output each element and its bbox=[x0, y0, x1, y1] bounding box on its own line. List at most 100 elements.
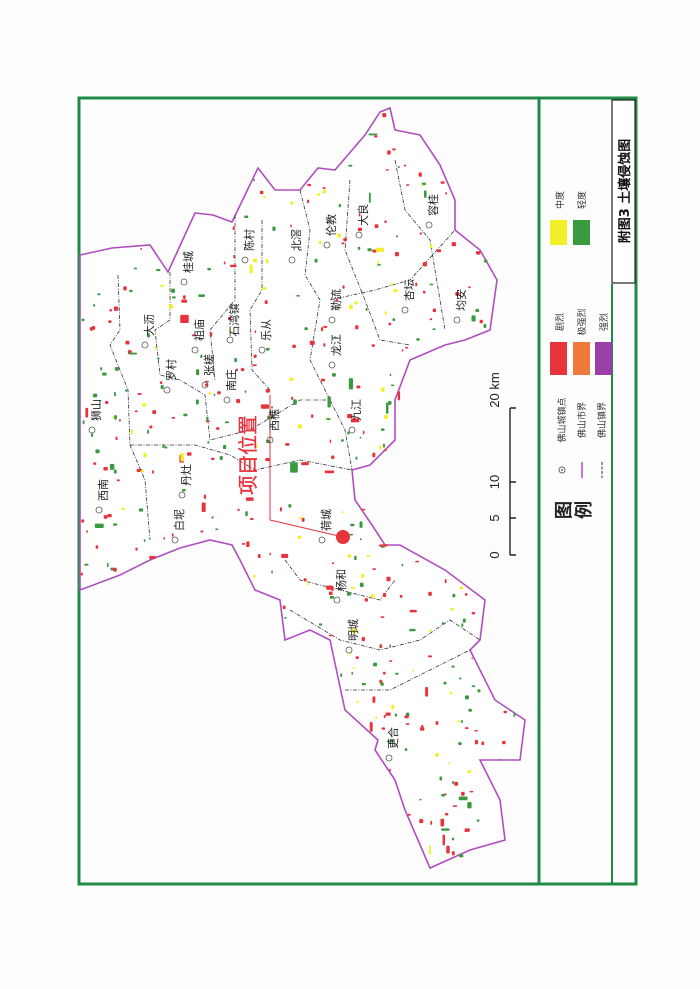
erosion-patch bbox=[248, 484, 252, 489]
erosion-patch bbox=[390, 384, 395, 387]
town-label: 北滘 bbox=[290, 229, 303, 251]
erosion-patch bbox=[249, 264, 253, 274]
erosion-patch bbox=[439, 776, 443, 781]
erosion-patch bbox=[452, 593, 456, 598]
erosion-patch bbox=[392, 148, 396, 151]
town-label: 祖庙 bbox=[192, 319, 206, 341]
erosion-patch bbox=[244, 390, 247, 393]
town-label: 荷城 bbox=[320, 509, 333, 531]
town-label: 罗村 bbox=[164, 359, 178, 381]
town-point-icon bbox=[328, 361, 336, 369]
scale-tick-5: 5 bbox=[487, 514, 502, 521]
erosion-patch bbox=[241, 542, 245, 545]
project-label: 项目位置 bbox=[236, 415, 260, 495]
erosion-patch bbox=[291, 396, 294, 400]
erosion-patch bbox=[341, 511, 345, 514]
erosion-patch bbox=[328, 591, 333, 596]
erosion-patch bbox=[323, 325, 328, 328]
erosion-patch bbox=[147, 429, 150, 434]
erosion-patch bbox=[149, 555, 156, 560]
erosion-patch bbox=[288, 504, 292, 508]
erosion-patch bbox=[303, 578, 307, 582]
erosion-patch bbox=[475, 308, 480, 313]
erosion-patch bbox=[324, 470, 335, 474]
erosion-patch bbox=[386, 576, 391, 582]
erosion-patch bbox=[389, 373, 392, 377]
erosion-patch bbox=[114, 367, 120, 371]
erosion-patch bbox=[380, 616, 385, 618]
erosion-patch bbox=[331, 373, 336, 377]
erosion-patch bbox=[252, 258, 258, 263]
erosion-patch bbox=[191, 334, 197, 337]
erosion-patch bbox=[181, 488, 186, 492]
erosion-patch bbox=[455, 292, 460, 296]
scale-bar: 0 5 10 20 km bbox=[487, 372, 516, 559]
erosion-patch bbox=[292, 344, 296, 349]
erosion-patch bbox=[329, 595, 335, 599]
erosion-patch bbox=[292, 463, 297, 468]
erosion-patch bbox=[200, 337, 203, 341]
erosion-patch bbox=[97, 293, 101, 296]
town-label: 勒流 bbox=[329, 289, 343, 311]
erosion-patch bbox=[451, 242, 457, 247]
erosion-patch bbox=[237, 508, 240, 511]
erosion-patch bbox=[249, 517, 254, 521]
erosion-patch bbox=[114, 415, 117, 420]
town-label: 伦教 bbox=[324, 214, 338, 236]
erosion-patch bbox=[389, 768, 391, 772]
erosion-patch bbox=[269, 552, 271, 556]
erosion-patch bbox=[257, 554, 261, 559]
erosion-patch bbox=[350, 418, 360, 423]
erosion-patch bbox=[377, 260, 380, 265]
erosion-patch bbox=[471, 685, 476, 688]
erosion-patch bbox=[86, 529, 88, 533]
erosion-patch bbox=[441, 794, 446, 797]
erosion-patch bbox=[372, 249, 377, 253]
erosion-patch bbox=[115, 436, 118, 441]
erosion-patch bbox=[350, 629, 358, 633]
erosion-patch bbox=[270, 406, 274, 409]
legend-town-point: 佛山城镇点 bbox=[556, 397, 568, 442]
erosion-patch bbox=[401, 349, 404, 352]
erosion-patch bbox=[245, 497, 254, 501]
erosion-patch bbox=[409, 628, 416, 632]
erosion-patch bbox=[440, 181, 445, 184]
erosion-patch bbox=[100, 367, 103, 371]
erosion-patch bbox=[121, 507, 126, 510]
erosion-patch bbox=[206, 416, 209, 422]
erosion-patch bbox=[401, 563, 404, 567]
erosion-patch bbox=[352, 666, 355, 669]
erosion-patch bbox=[428, 629, 432, 632]
erosion-patch bbox=[361, 683, 366, 686]
erosion-patch bbox=[208, 391, 211, 395]
erosion-patch bbox=[374, 135, 378, 138]
erosion-patch bbox=[107, 562, 109, 568]
map-title: 附图3 土壤侵蚀图 bbox=[617, 139, 633, 244]
erosion-patch bbox=[297, 424, 302, 429]
erosion-patch bbox=[373, 662, 378, 667]
erosion-patch bbox=[380, 682, 384, 686]
erosion-patch bbox=[338, 203, 342, 208]
town-point-icon bbox=[171, 536, 179, 544]
erosion-patch bbox=[476, 251, 481, 255]
legend-class-severe: 剧烈 bbox=[555, 313, 566, 331]
erosion-patch bbox=[341, 439, 344, 442]
erosion-patch bbox=[89, 327, 94, 331]
erosion-patch bbox=[481, 741, 485, 746]
erosion-patch bbox=[372, 452, 376, 458]
erosion-patch bbox=[182, 482, 188, 485]
erosion-patch bbox=[425, 687, 429, 697]
erosion-patch bbox=[348, 164, 353, 167]
town-label: 西樵 bbox=[267, 409, 281, 431]
erosion-patch bbox=[203, 494, 207, 499]
erosion-patch bbox=[407, 813, 411, 816]
erosion-patch bbox=[92, 393, 98, 398]
erosion-patch bbox=[297, 535, 302, 539]
erosion-patch bbox=[350, 523, 355, 527]
scale-tick-20km: 20 km bbox=[487, 372, 502, 407]
erosion-patch bbox=[462, 618, 466, 623]
erosion-patch bbox=[171, 296, 176, 299]
erosion-patch bbox=[314, 258, 318, 263]
erosion-patch bbox=[404, 715, 409, 719]
